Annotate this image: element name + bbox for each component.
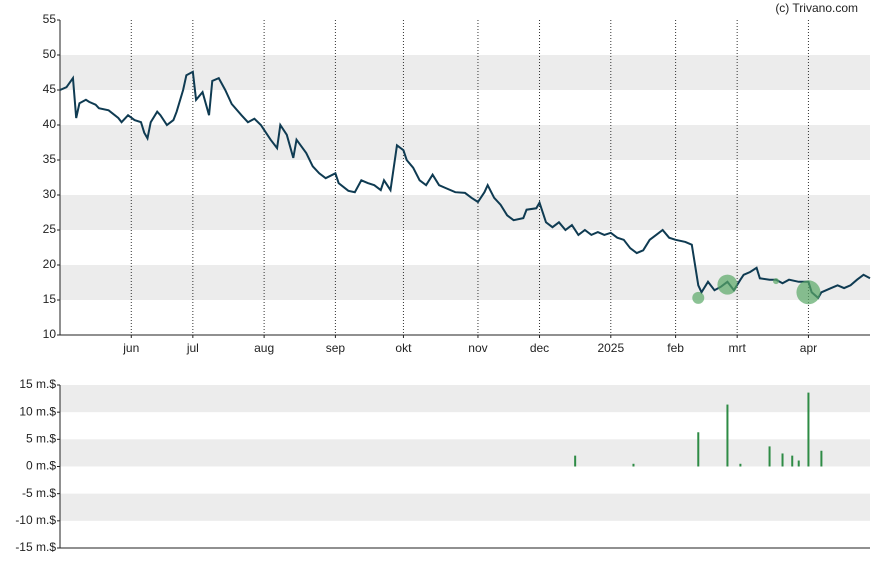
bar: [632, 463, 635, 467]
bar: [781, 453, 784, 467]
bar: [791, 455, 794, 467]
trade-bubble: [717, 274, 738, 295]
y-tick-label: 55: [43, 12, 57, 26]
band: [60, 385, 870, 413]
band: [60, 439, 870, 467]
band: [60, 493, 870, 521]
bar: [726, 404, 729, 467]
y-tick-label: 5 m.$: [26, 432, 56, 446]
y-tick-label: 15: [43, 292, 57, 306]
band: [60, 195, 870, 230]
x-tick-label: jul: [186, 341, 199, 355]
bar: [574, 455, 577, 467]
x-tick-label: dec: [530, 341, 549, 355]
y-tick-label: 10: [43, 327, 57, 341]
bar: [697, 432, 700, 467]
band: [60, 55, 870, 90]
y-tick-label: 50: [43, 47, 57, 61]
x-tick-label: aug: [254, 341, 274, 355]
x-tick-label: sep: [326, 341, 346, 355]
y-tick-label: 25: [43, 222, 57, 236]
y-tick-label: 20: [43, 257, 57, 271]
y-tick-label: 30: [43, 187, 57, 201]
x-tick-label: feb: [667, 341, 684, 355]
y-tick-label: 45: [43, 82, 57, 96]
x-tick-label: okt: [395, 341, 412, 355]
bar: [768, 446, 771, 467]
x-tick-label: mrt: [728, 341, 746, 355]
bar: [797, 460, 800, 467]
x-tick-label: jun: [122, 341, 139, 355]
trade-bubble: [773, 278, 780, 285]
y-tick-label: -10 m.$: [15, 513, 56, 527]
trade-bubble: [796, 280, 821, 305]
y-tick-label: 40: [43, 117, 57, 131]
y-tick-label: 10 m.$: [19, 404, 56, 418]
y-tick-label: 15 m.$: [19, 377, 56, 391]
bar: [739, 463, 742, 467]
y-tick-label: -15 m.$: [15, 540, 56, 554]
band: [60, 265, 870, 300]
credit: (c) Trivano.com: [775, 1, 858, 15]
y-tick-label: 0 m.$: [26, 459, 56, 473]
y-tick-label: -5 m.$: [22, 486, 56, 500]
band: [60, 125, 870, 160]
x-tick-label: apr: [800, 341, 817, 355]
y-tick-label: 35: [43, 152, 57, 166]
trade-bubble: [692, 291, 705, 304]
bar: [820, 450, 823, 467]
x-tick-label: 2025: [597, 341, 624, 355]
price-line: [59, 70, 871, 300]
x-tick-label: nov: [468, 341, 487, 355]
bar: [807, 392, 810, 467]
